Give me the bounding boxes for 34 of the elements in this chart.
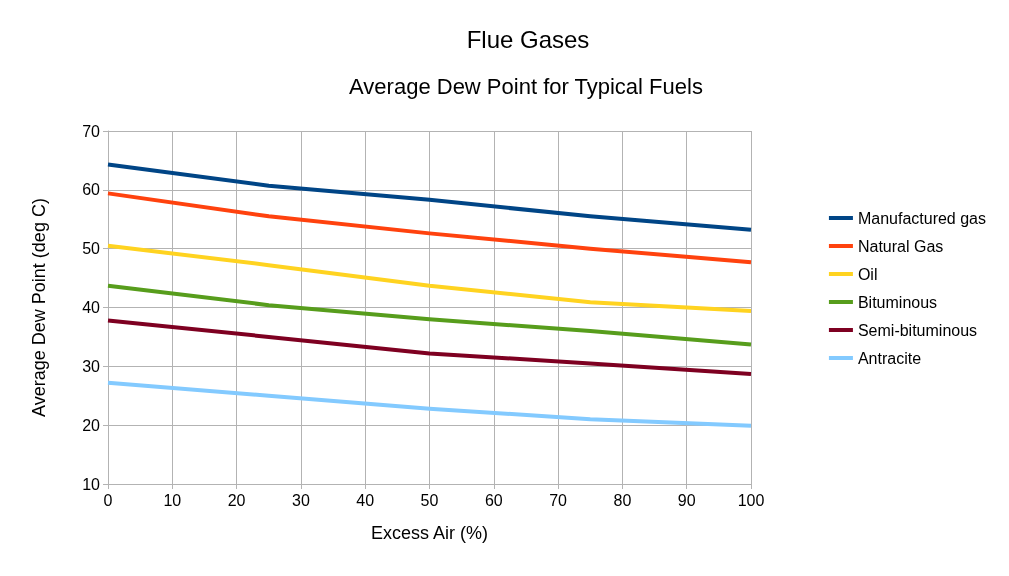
x-tick-label: 40 bbox=[356, 491, 375, 509]
x-tick-label: 0 bbox=[103, 491, 113, 509]
y-tick-label: 10 bbox=[82, 475, 101, 493]
chart-title: Flue Gases bbox=[466, 25, 590, 53]
legend-label: Bituminous bbox=[857, 293, 938, 311]
y-tick-label: 40 bbox=[82, 299, 101, 316]
line-series bbox=[106, 162, 753, 232]
x-tick-label: 20 bbox=[227, 491, 246, 509]
x-tick-label: 60 bbox=[484, 491, 503, 509]
legend-label: Antracite bbox=[857, 349, 922, 367]
x-tick-label: 90 bbox=[677, 491, 696, 509]
x-tick-label: 10 bbox=[163, 491, 182, 509]
y-tick-label: 50 bbox=[82, 240, 101, 258]
x-axis-title: Excess Air (%) bbox=[370, 523, 489, 543]
legend-label: Manufactured gas bbox=[857, 209, 986, 227]
chart-subtitle: Average Dew Point for Typical Fuels bbox=[349, 73, 703, 99]
x-tick-label: 80 bbox=[613, 491, 632, 509]
legend-label: Semi-bituminous bbox=[857, 321, 978, 339]
x-tick-label: 70 bbox=[549, 491, 568, 509]
line-series bbox=[106, 243, 753, 314]
line-series bbox=[106, 283, 753, 347]
legend-label: Natural Gas bbox=[857, 237, 944, 255]
y-axis-title: Average Dew Point (deg C) bbox=[29, 198, 49, 417]
y-tick-label: 70 bbox=[82, 122, 101, 140]
x-tick-label: 30 bbox=[292, 491, 310, 509]
legend-label: Oil bbox=[857, 265, 878, 283]
x-tick-label: 100 bbox=[737, 491, 765, 509]
y-tick-label: 20 bbox=[82, 416, 101, 434]
line-series bbox=[106, 191, 753, 265]
y-tick-label: 30 bbox=[82, 357, 101, 375]
y-tick-label: 60 bbox=[82, 181, 101, 199]
line-series bbox=[106, 380, 753, 428]
x-tick-label: 50 bbox=[420, 491, 439, 509]
line-series bbox=[106, 318, 753, 376]
